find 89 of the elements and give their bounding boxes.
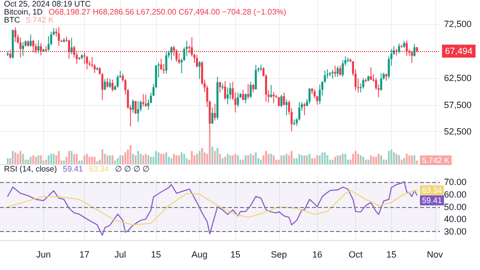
candlestick <box>211 107 214 124</box>
candlestick <box>308 88 311 104</box>
x-tick-label: 17 <box>79 250 90 260</box>
y-tick-label: 57,500 <box>444 100 472 110</box>
candlestick <box>30 34 32 48</box>
x-tick-label: Oct <box>348 250 364 260</box>
y-tick-label: 30.00 <box>444 226 467 236</box>
candlestick <box>254 64 257 90</box>
candlestick <box>106 78 108 88</box>
candlestick <box>286 99 288 116</box>
candlestick <box>109 78 111 89</box>
candlestick <box>144 94 147 108</box>
candlestick <box>160 58 162 70</box>
annotation: 63.34 <box>422 186 443 195</box>
candlestick <box>334 65 336 78</box>
candlestick <box>104 78 106 90</box>
x-tick-label: Jul <box>114 250 126 260</box>
candlestick <box>219 81 221 93</box>
y-tick-label: 62,500 <box>444 72 472 83</box>
candlestick <box>198 60 201 80</box>
candlestick <box>280 94 282 108</box>
candlestick <box>250 81 252 98</box>
candlestick <box>134 100 137 114</box>
candlestick <box>398 43 400 54</box>
candlestick <box>244 93 247 104</box>
candlestick <box>142 94 144 107</box>
annotation: 59.41 <box>422 196 443 205</box>
x-tick-label: Nov <box>426 250 444 260</box>
y-tick-label: 72,500 <box>444 19 472 30</box>
candlestick <box>342 60 344 78</box>
y-tick-label: 70.00 <box>444 177 467 188</box>
chart-title: BTC <box>4 16 20 24</box>
ref-line-label: 67,494 <box>445 46 473 56</box>
x-tick-label: 15 <box>230 250 240 260</box>
candlestick <box>272 92 275 104</box>
candlestick <box>196 54 198 68</box>
candlestick <box>165 51 168 74</box>
candlestick <box>224 80 226 100</box>
candlestick <box>380 72 382 92</box>
candlestick <box>236 92 239 108</box>
text: 59.41 <box>62 164 83 174</box>
line-series <box>7 181 418 236</box>
candlestick <box>339 65 342 76</box>
candlestick <box>413 44 416 57</box>
text: 63.34 <box>88 164 109 174</box>
text: ∅ ∅ ∅ ∅ <box>114 164 150 174</box>
candlestick <box>86 56 88 70</box>
candlestick <box>362 78 364 90</box>
candlestick <box>14 27 16 42</box>
y-tick-label: 52,500 <box>444 126 472 137</box>
y-tick-label: 60.00 <box>444 189 467 200</box>
text: Bitcoin, 1D <box>4 8 43 16</box>
candlestick <box>247 83 250 100</box>
x-tick-label: Jun <box>36 250 51 260</box>
text: O68,198.27 H68,286.56 L67,250.00 C67,494.00 −704.28 (−1.03%) <box>48 8 287 16</box>
candlestick <box>37 40 40 54</box>
candlestick <box>318 84 321 105</box>
annotation: 5.742 K <box>422 156 450 166</box>
candlestick <box>226 87 229 105</box>
annotation: Oct 25, 2024 08:19 UTC <box>4 0 91 8</box>
candlestick <box>222 82 224 90</box>
candlestick <box>137 100 140 122</box>
candlestick <box>370 66 372 81</box>
candlestick <box>260 64 262 72</box>
text: 5.742 K <box>26 16 54 24</box>
candlestick <box>282 92 285 106</box>
candlestick <box>303 102 306 116</box>
candlestick <box>326 68 328 79</box>
candlestick <box>112 79 114 92</box>
x-tick-label: Sep <box>270 250 287 260</box>
candlestick <box>270 84 272 98</box>
candlestick <box>101 72 104 100</box>
candlestick <box>346 57 349 63</box>
y-tick-label: 40.00 <box>444 214 467 224</box>
x-tick-label: 15 <box>386 250 396 260</box>
candlestick <box>58 26 60 46</box>
x-tick-label: Aug <box>192 250 208 260</box>
y-tick-label: 50.00 <box>444 202 467 212</box>
candlestick <box>22 42 24 56</box>
candlestick <box>214 103 216 121</box>
x-tick-label: 16 <box>312 250 322 260</box>
candlestick <box>278 96 280 107</box>
candlestick <box>336 66 339 78</box>
chart-title: RSI (14, close) <box>4 164 58 174</box>
candlestick <box>116 74 119 88</box>
candlestick <box>132 99 134 114</box>
x-tick-label: 15 <box>151 250 162 260</box>
candlestick <box>48 36 50 51</box>
line-series <box>7 190 418 226</box>
